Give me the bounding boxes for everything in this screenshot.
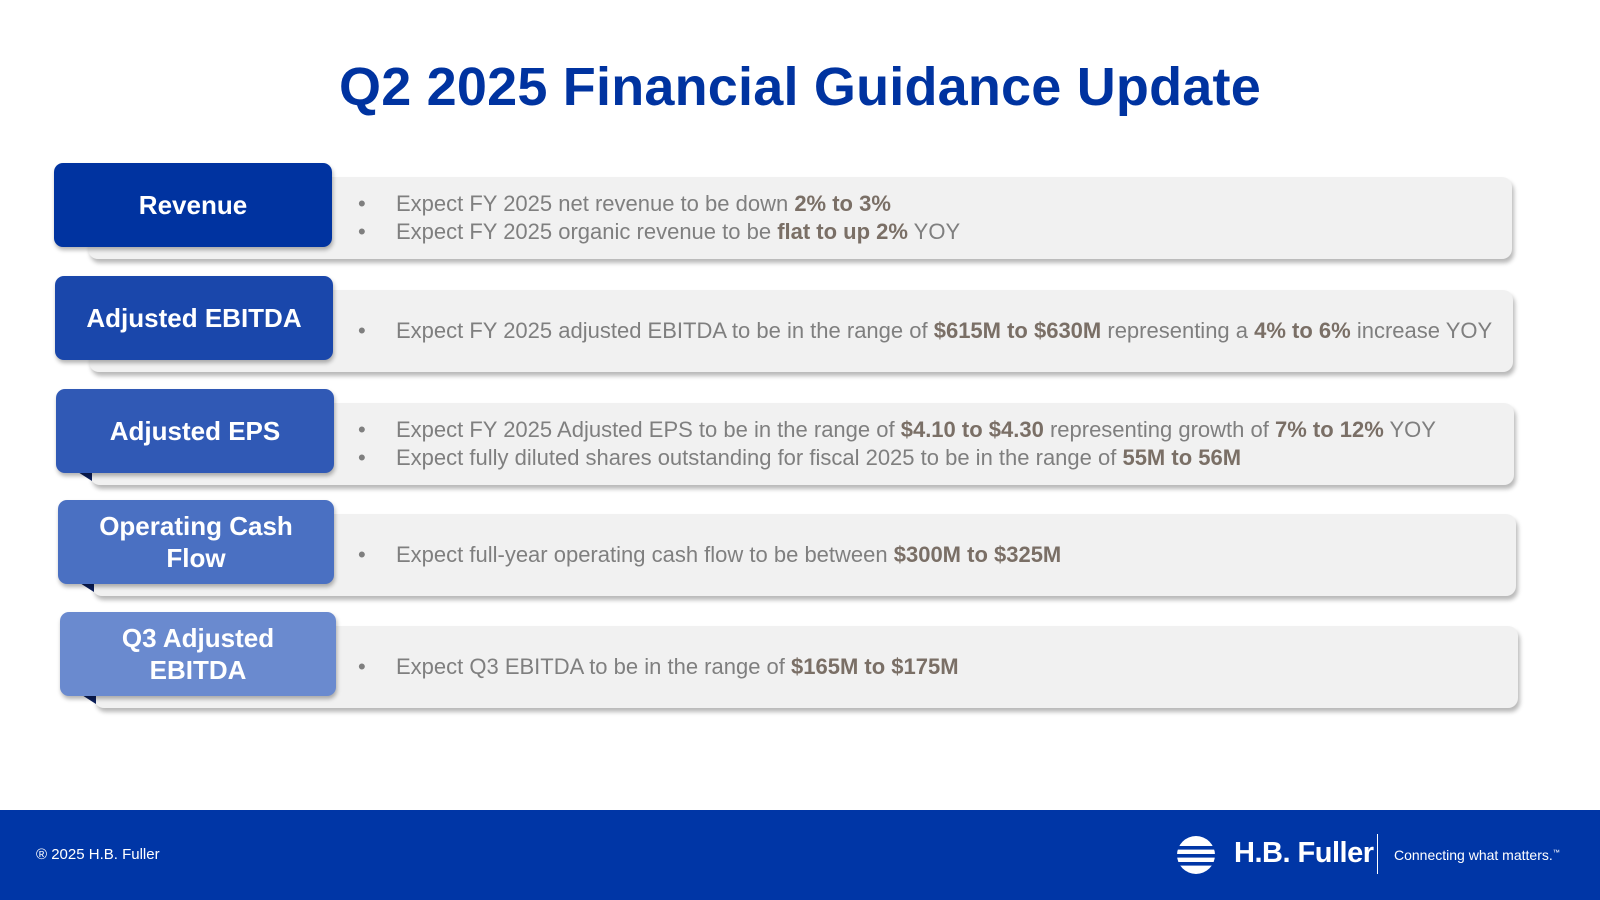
bullet-text: Expect FY 2025 Adjusted EPS to be in the…: [396, 417, 901, 442]
section-tab-q3-adjusted-ebitda: Q3 Adjusted EBITDA: [60, 612, 336, 696]
bullet-text: increase YOY: [1350, 318, 1493, 343]
tab-label: Operating Cash Flow: [99, 511, 293, 573]
bullet-item: Expect fully diluted shares outstanding …: [358, 444, 1502, 472]
trademark-mark: ™: [1552, 849, 1560, 857]
guidance-row-operating-cash-flow: Operating Cash Flow Expect full-year ope…: [58, 500, 1516, 600]
page-title: Q2 2025 Financial Guidance Update: [339, 57, 1261, 117]
bullet-highlight: $165M to $175M: [791, 654, 959, 679]
bullet-text: Expect FY 2025 adjusted EBITDA to be in …: [396, 318, 934, 343]
bullet-text: YOY: [907, 219, 961, 244]
bullet-text: Expect fully diluted shares outstanding …: [396, 445, 1123, 470]
bullet-item: Expect FY 2025 adjusted EBITDA to be in …: [358, 317, 1501, 345]
bullet-text: Expect full-year operating cash flow to …: [396, 542, 894, 567]
guidance-row-adjusted-ebitda: Adjusted EBITDA Expect FY 2025 adjusted …: [55, 276, 1513, 376]
bullet-highlight: $615M to $630M: [933, 318, 1102, 343]
section-tab-adjusted-eps: Adjusted EPS: [56, 389, 334, 473]
copyright-text: ® 2025 H.B. Fuller: [36, 846, 160, 863]
bullet-text: representing growth of: [1043, 417, 1275, 442]
footer-bar: [0, 810, 1600, 900]
bullet-text: Expect FY 2025 net revenue to be down: [396, 191, 795, 216]
section-tab-operating-cash-flow: Operating Cash Flow: [58, 500, 334, 584]
bullet-highlight: 2% to 3%: [794, 191, 891, 216]
section-tab-adjusted-ebitda: Adjusted EBITDA: [55, 276, 333, 360]
bullet-list: Expect FY 2025 Adjusted EPS to be in the…: [358, 403, 1502, 485]
bullet-item: Expect FY 2025 organic revenue to be fla…: [358, 218, 1500, 246]
bullet-highlight: 55M to 56M: [1122, 445, 1242, 470]
bullet-highlight: $300M to $325M: [893, 542, 1062, 567]
bullet-text: Expect FY 2025 organic revenue to be: [396, 219, 778, 244]
bullet-item: Expect FY 2025 Adjusted EPS to be in the…: [358, 416, 1502, 444]
bullet-list: Expect full-year operating cash flow to …: [358, 514, 1504, 596]
bullet-highlight: $4.10 to $4.30: [900, 417, 1044, 442]
tagline-text: Connecting what matters.: [1394, 847, 1553, 863]
brand-name: H.B. Fuller: [1234, 837, 1374, 869]
bullet-item: Expect full-year operating cash flow to …: [358, 541, 1504, 569]
tab-label: Q3 Adjusted EBITDA: [121, 623, 275, 685]
bullet-list: Expect FY 2025 adjusted EBITDA to be in …: [358, 290, 1501, 372]
guidance-row-q3-adjusted-ebitda: Q3 Adjusted EBITDA Expect Q3 EBITDA to b…: [60, 612, 1518, 712]
bullet-highlight: flat to up 2%: [777, 219, 908, 244]
bullet-text: representing a: [1101, 318, 1255, 343]
bullet-text: YOY: [1383, 417, 1436, 442]
hb-fuller-logo-icon: [1177, 836, 1219, 874]
bullet-highlight: 4% to 6%: [1254, 318, 1351, 343]
bullet-text: Expect Q3 EBITDA to be in the range of: [396, 654, 792, 679]
brand-divider: [1377, 834, 1378, 874]
bullet-item: Expect Q3 EBITDA to be in the range of $…: [358, 653, 1506, 681]
bullet-list: Expect FY 2025 net revenue to be down 2%…: [358, 177, 1500, 259]
bullet-list: Expect Q3 EBITDA to be in the range of $…: [358, 626, 1506, 708]
section-tab-revenue: Revenue: [54, 163, 332, 247]
bullet-item: Expect FY 2025 net revenue to be down 2%…: [358, 190, 1500, 218]
guidance-row-revenue: Revenue Expect FY 2025 net revenue to be…: [54, 163, 1512, 263]
guidance-row-adjusted-eps: Adjusted EPS Expect FY 2025 Adjusted EPS…: [56, 389, 1514, 489]
bullet-highlight: 7% to 12%: [1274, 417, 1384, 442]
tagline: Connecting what matters.™: [1394, 847, 1560, 863]
